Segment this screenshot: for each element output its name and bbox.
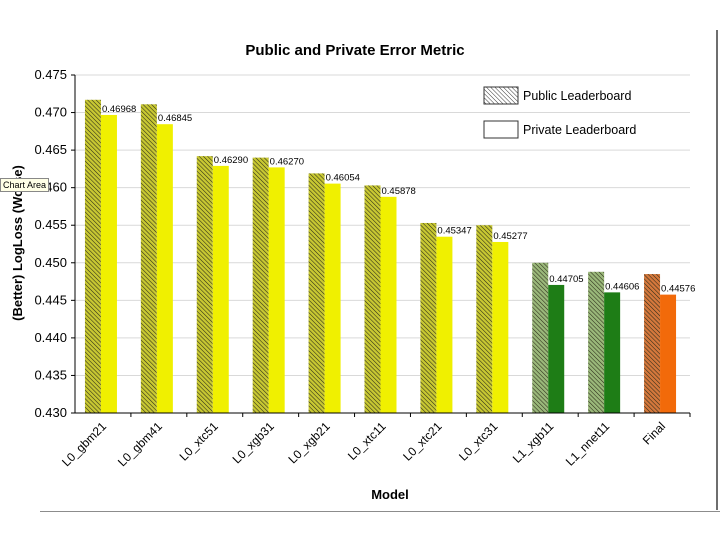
y-tick-label: 0.475: [34, 67, 67, 82]
bar-public-L0_xgb31: [252, 157, 269, 413]
legend-swatch: [483, 86, 519, 105]
bar-private-L0_xtc21: [436, 236, 453, 413]
x-tick-label: L0_xtc11: [345, 419, 389, 463]
bar-private-L0_xtc51: [212, 165, 229, 413]
y-tick-labels: 0.4300.4350.4400.4450.4500.4550.4600.465…: [34, 67, 67, 420]
data-label: 0.46290: [214, 155, 248, 166]
data-labels: 0.46968 0.46845 0.46290 0.46270 0.46054 0.458…: [102, 104, 695, 295]
chart-title: Public and Private Error Metric: [245, 42, 464, 59]
bar-public-L0_xtc51: [196, 156, 213, 413]
bar-private-L0_xtc31: [492, 241, 509, 413]
data-label: 0.45277: [493, 231, 527, 242]
data-label: 0.45347: [437, 226, 471, 237]
bar-public-L0_xtc11: [364, 185, 381, 413]
data-label: 0.44576: [661, 284, 695, 295]
x-tick-label: L0_xtc31: [456, 419, 501, 464]
bars: [84, 99, 677, 414]
x-tick-label: L1_nnet11: [563, 419, 613, 469]
y-tick-label: 0.430: [34, 405, 67, 420]
x-tick-label: L0_xgb31: [230, 419, 277, 466]
data-label: 0.46054: [326, 173, 360, 184]
x-tick-label: L0_xgb21: [286, 419, 333, 466]
y-tick-label: 0.445: [34, 292, 67, 307]
y-tick-label: 0.470: [34, 105, 67, 120]
bar-private-L1_xgb11: [548, 284, 565, 413]
legend-label: Public Leaderboard: [523, 89, 631, 103]
legend-swatch: [483, 120, 519, 139]
data-label: 0.46845: [158, 113, 192, 124]
x-axis-title: Model: [371, 487, 409, 502]
bar-private-L0_xgb31: [268, 167, 285, 413]
x-tick-label: L0_gbm21: [59, 419, 109, 469]
bar-public-L0_xtc21: [420, 222, 437, 413]
y-axis-title: (Better) LogLoss (Worse): [10, 165, 25, 321]
legend-label: Private Leaderboard: [523, 123, 636, 137]
chart-area-tooltip: Chart Area: [0, 178, 50, 192]
x-tick-label: Final: [640, 419, 668, 447]
bar-public-L1_xgb11: [532, 262, 549, 413]
x-tick-label: L0_xtc51: [177, 419, 222, 464]
y-tick-label: 0.440: [34, 330, 67, 345]
y-tick-label: 0.435: [34, 367, 67, 382]
bar-private-L1_nnet11: [604, 292, 621, 413]
bar-public-L0_gbm41: [140, 104, 157, 413]
bar-private-L0_xgb21: [324, 183, 341, 413]
bar-public-L0_xtc31: [476, 225, 493, 413]
bar-private-L0_gbm41: [156, 124, 173, 413]
data-label: 0.44705: [549, 274, 583, 285]
bar-public-L0_xgb21: [308, 173, 325, 413]
x-tick-label: L0_xtc21: [400, 419, 445, 464]
x-tick-label: L0_gbm41: [115, 419, 165, 469]
y-tick-label: 0.465: [34, 142, 67, 157]
data-label: 0.46968: [102, 104, 136, 115]
bar-public-L0_gbm21: [84, 99, 101, 413]
bar-private-Final: [660, 294, 677, 413]
y-tick-label: 0.455: [34, 217, 67, 232]
bar-public-Final: [644, 274, 661, 413]
bar-public-L1_nnet11: [588, 271, 605, 413]
frame-edge-right: [716, 30, 718, 510]
bar-private-L0_xtc11: [380, 196, 397, 413]
x-tick-labels: L0_gbm21 L0_gbm41 L0_xtc51 L0_xgb31 L0_xgb21…: [59, 413, 691, 469]
frame-edge-bottom: [40, 511, 720, 512]
y-tick-label: 0.450: [34, 255, 67, 270]
data-label: 0.46270: [270, 156, 304, 167]
x-tick-label: L1_xgb11: [510, 419, 557, 466]
legend: Public Leaderboard Private Leaderboard: [483, 86, 636, 139]
data-label: 0.44606: [605, 281, 639, 292]
data-label: 0.45878: [382, 186, 416, 197]
bar-private-L0_gbm21: [100, 114, 117, 414]
